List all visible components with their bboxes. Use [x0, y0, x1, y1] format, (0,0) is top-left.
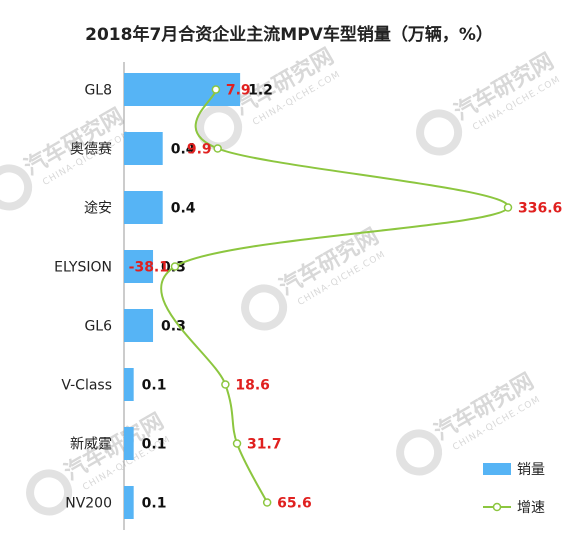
- bars-layer: GL81.2奥德赛0.4途安0.4ELYSION0.3GL60.3V-Class…: [54, 73, 273, 519]
- growth-line: [160, 89, 510, 503]
- legend-line-label: 增速: [517, 500, 545, 516]
- category-label: 途安: [84, 200, 112, 217]
- sales-bar: [124, 368, 134, 401]
- sales-bar: [124, 309, 154, 342]
- legend: 销量 增速: [483, 462, 545, 516]
- growth-point: [221, 380, 230, 389]
- category-label: 奥德赛: [70, 141, 112, 158]
- category-label: V-Class: [61, 378, 112, 394]
- watermark-logo-ring: [241, 284, 288, 331]
- legend-bar-swatch: [483, 463, 511, 475]
- sales-bar: [124, 73, 241, 106]
- growth-line-layer: 7.9 9.9 336.6 -38.1 18.6 31.7 65.6: [129, 83, 563, 512]
- growth-value-label: 9.9: [187, 142, 212, 158]
- sales-value-label: 0.1: [142, 437, 167, 453]
- growth-value-label: 7.9: [226, 83, 251, 99]
- sales-bar: [124, 250, 154, 283]
- growth-point: [213, 144, 222, 153]
- growth-value-label: 18.6: [235, 378, 270, 394]
- category-label: GL6: [84, 319, 112, 335]
- growth-value-label: 31.7: [247, 437, 282, 453]
- watermark-logo-ring: [396, 429, 443, 476]
- growth-point: [170, 262, 180, 271]
- sales-value-label: 0.4: [171, 201, 196, 217]
- chart-title: 2018年7月合资企业主流MPV车型销量（万辆，%）: [85, 24, 493, 45]
- growth-value-label: -38.1: [129, 260, 169, 276]
- legend-bar-label: 销量: [517, 462, 545, 478]
- watermark-logo-ring: [0, 164, 33, 211]
- sales-value-label: 0.1: [142, 378, 167, 394]
- sales-bar: [124, 132, 163, 165]
- watermark-logo-ring: [26, 469, 73, 516]
- sales-value-label: 0.1: [142, 496, 167, 512]
- sales-value-label: 1.2: [248, 83, 273, 99]
- category-label: GL8: [84, 83, 112, 99]
- growth-point: [211, 85, 221, 94]
- watermark-logo-ring: [196, 104, 243, 151]
- legend-line-marker: [492, 502, 502, 512]
- growth-value-label: 336.6: [518, 201, 562, 217]
- growth-value-label: 65.6: [277, 496, 312, 512]
- category-label: NV200: [65, 496, 112, 512]
- sales-bar: [124, 191, 163, 224]
- sales-value-label: 0.3: [161, 319, 186, 335]
- watermark-logo-ring: [416, 109, 463, 156]
- growth-point: [232, 439, 242, 448]
- sales-value-label: 0.4: [171, 142, 196, 158]
- sales-bar: [124, 427, 134, 460]
- growth-point: [503, 203, 513, 212]
- growth-point: [262, 498, 272, 507]
- sales-bar: [124, 486, 134, 519]
- category-label: ELYSION: [54, 260, 112, 276]
- category-label: 新威霆: [70, 437, 112, 453]
